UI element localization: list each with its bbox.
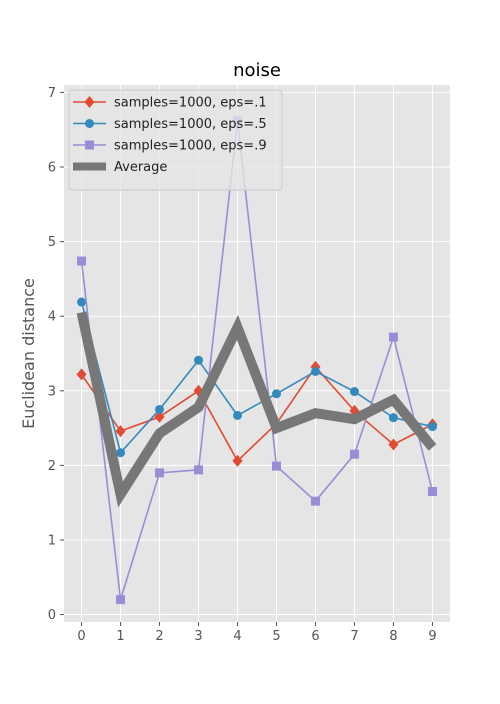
data-point <box>388 438 399 451</box>
data-point <box>76 368 87 381</box>
data-point <box>271 461 281 471</box>
data-point <box>194 465 204 475</box>
y-tick-label: 6 <box>48 161 56 176</box>
y-axis-label: Euclidean distance <box>19 278 38 429</box>
data-point <box>77 256 87 266</box>
legend-label: samples=1000, eps=.5 <box>114 117 267 132</box>
legend-label: samples=1000, eps=.9 <box>114 139 267 154</box>
data-point <box>116 595 126 605</box>
data-point <box>388 413 398 423</box>
legend: samples=1000, eps=.1 samples=1000, eps=.5… <box>68 89 283 191</box>
y-tick-label: 0 <box>48 608 56 623</box>
x-tick-label: 6 <box>311 629 319 644</box>
x-tick-label: 4 <box>233 629 241 644</box>
data-point <box>310 366 320 376</box>
legend-box <box>68 89 283 191</box>
x-tick-label: 8 <box>389 629 397 644</box>
x-tick-label: 9 <box>428 629 436 644</box>
series-layer <box>76 116 438 605</box>
legend-label: samples=1000, eps=.1 <box>114 96 267 111</box>
series-line <box>80 365 433 463</box>
y-tick-label: 4 <box>48 310 56 325</box>
legend-marker <box>84 96 95 108</box>
data-point <box>427 486 437 496</box>
x-tick-label: 3 <box>194 629 202 644</box>
x-tick-label: 7 <box>350 629 358 644</box>
y-tick-label: 3 <box>48 384 56 399</box>
series-line <box>80 120 434 600</box>
data-point <box>232 454 243 467</box>
data-point <box>155 468 165 478</box>
data-point <box>194 355 204 365</box>
legend-marker <box>85 119 94 128</box>
y-tick-label: 7 <box>48 86 56 101</box>
axis-ticks: 0 1 2 3 4 5 6 7 8 9 0 1 2 3 4 5 6 7 <box>48 86 437 644</box>
series-4 <box>76 311 437 508</box>
data-point <box>349 387 359 397</box>
legend-label: Average <box>114 160 167 175</box>
x-tick-label: 2 <box>155 629 163 644</box>
data-point <box>388 332 398 342</box>
data-point <box>310 496 320 506</box>
y-tick-label: 1 <box>48 533 56 548</box>
y-tick-label: 5 <box>48 235 56 250</box>
chart-title: noise <box>233 60 281 81</box>
legend-marker <box>85 140 94 150</box>
x-tick-label: 5 <box>272 629 280 644</box>
data-point <box>155 404 165 414</box>
series-line <box>76 311 437 508</box>
x-tick-label: 1 <box>116 629 124 644</box>
data-point <box>77 297 87 307</box>
y-tick-label: 2 <box>48 459 56 474</box>
data-point <box>154 410 165 423</box>
data-point <box>427 422 437 432</box>
data-point <box>233 410 243 420</box>
data-point <box>271 389 281 399</box>
data-point <box>115 425 126 438</box>
data-point <box>349 449 359 459</box>
data-point <box>116 448 126 458</box>
x-tick-label: 0 <box>77 629 85 644</box>
